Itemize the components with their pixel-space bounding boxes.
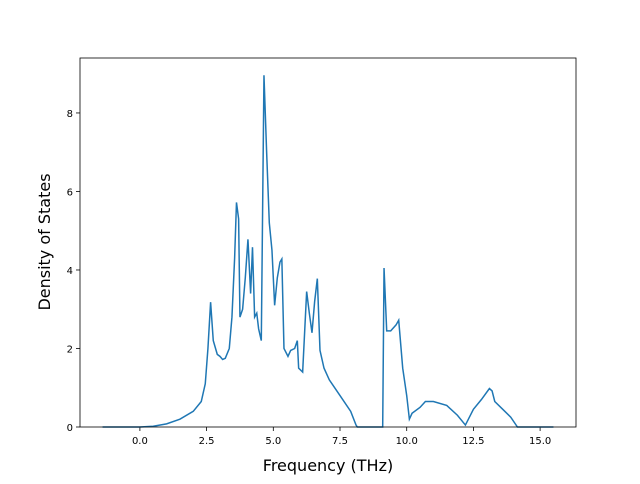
x-tick-label: 0.0 (132, 436, 148, 447)
x-tick-label: 7.5 (332, 436, 348, 447)
x-tick-label: 10.0 (396, 436, 418, 447)
x-tick-label: 15.0 (529, 436, 551, 447)
y-tick-label: 8 (67, 109, 73, 120)
y-tick-label: 2 (67, 344, 73, 355)
x-tick-label: 2.5 (199, 436, 215, 447)
y-tick-label: 4 (67, 266, 73, 277)
y-tick-label: 0 (67, 423, 73, 434)
plot-frame (79, 57, 577, 428)
y-tick-label: 6 (67, 187, 73, 198)
x-tick-label: 12.5 (462, 436, 484, 447)
x-tick-label: 5.0 (265, 436, 281, 447)
x-axis-label: Frequency (THz) (263, 456, 393, 475)
y-axis-label: Density of States (35, 173, 54, 310)
line (102, 75, 554, 428)
